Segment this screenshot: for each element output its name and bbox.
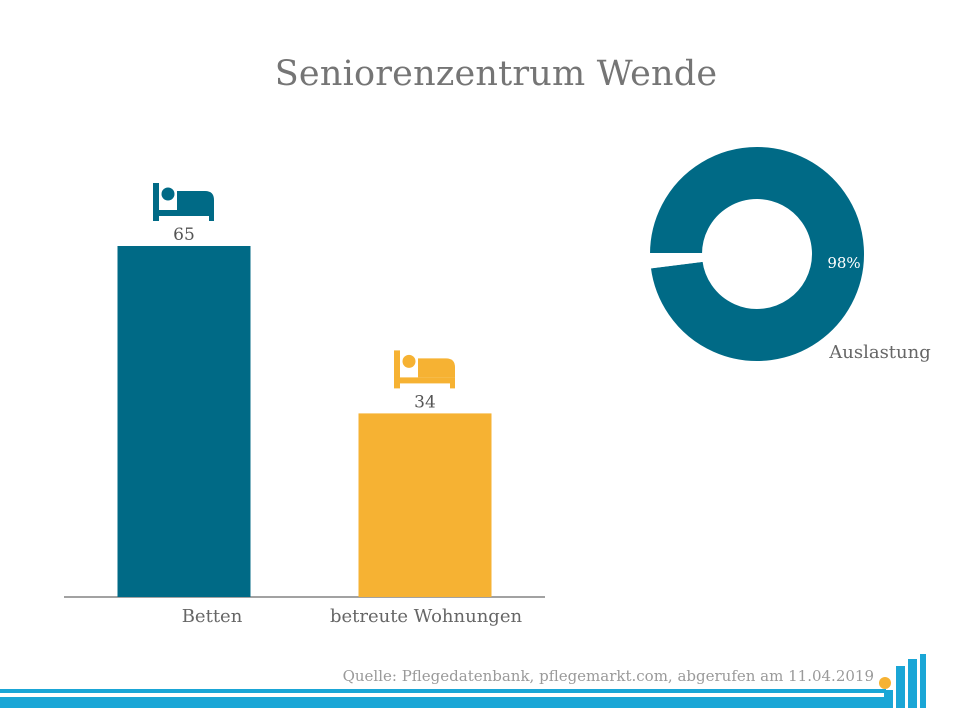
footer-band-bottom xyxy=(0,697,886,708)
donut-chart: 98% Auslastung xyxy=(647,145,931,363)
bar-2 xyxy=(358,413,492,597)
data-label-2: 34 xyxy=(414,392,436,412)
data-label-1: 65 xyxy=(173,225,195,245)
donut-value-label: 98% xyxy=(827,254,860,272)
footer-band-top xyxy=(0,689,886,693)
bar-chart: 65 Betten 34 betreute Wohnungen xyxy=(64,183,545,627)
donut-slice-1 xyxy=(647,145,866,363)
page-title: Seniorenzentrum Wende xyxy=(274,54,718,94)
donut-slice-2 xyxy=(647,253,705,269)
source-note: Quelle: Pflegedatenbank, pflegemarkt.com… xyxy=(342,667,874,685)
bed-icon xyxy=(394,350,455,389)
footer xyxy=(0,654,926,708)
category-label-2: betreute Wohnungen xyxy=(330,606,523,627)
donut-caption: Auslastung xyxy=(828,342,931,363)
bar-1 xyxy=(117,246,251,597)
bed-icon xyxy=(153,183,214,221)
category-label-1: Betten xyxy=(182,606,243,627)
pflegemarkt-logo xyxy=(879,654,926,708)
